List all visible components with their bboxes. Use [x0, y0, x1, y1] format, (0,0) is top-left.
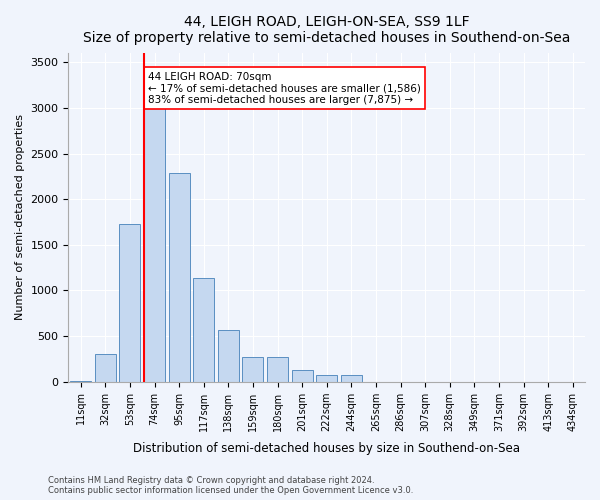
Text: Contains HM Land Registry data © Crown copyright and database right 2024.
Contai: Contains HM Land Registry data © Crown c…	[48, 476, 413, 495]
Bar	[341, 376, 362, 382]
Bar	[144, 102, 165, 382]
Bar	[292, 370, 313, 382]
Title: 44, LEIGH ROAD, LEIGH-ON-SEA, SS9 1LF
Size of property relative to semi-detached: 44, LEIGH ROAD, LEIGH-ON-SEA, SS9 1LF Si…	[83, 15, 571, 45]
Bar	[95, 354, 116, 382]
X-axis label: Distribution of semi-detached houses by size in Southend-on-Sea: Distribution of semi-detached houses by …	[133, 442, 520, 455]
Bar	[267, 357, 288, 382]
Y-axis label: Number of semi-detached properties: Number of semi-detached properties	[15, 114, 25, 320]
Bar	[242, 357, 263, 382]
Bar	[119, 224, 140, 382]
Text: 44 LEIGH ROAD: 70sqm
← 17% of semi-detached houses are smaller (1,586)
83% of se: 44 LEIGH ROAD: 70sqm ← 17% of semi-detac…	[148, 72, 421, 105]
Bar	[316, 376, 337, 382]
Bar	[193, 278, 214, 382]
Bar	[70, 381, 91, 382]
Bar	[169, 173, 190, 382]
Bar	[218, 330, 239, 382]
